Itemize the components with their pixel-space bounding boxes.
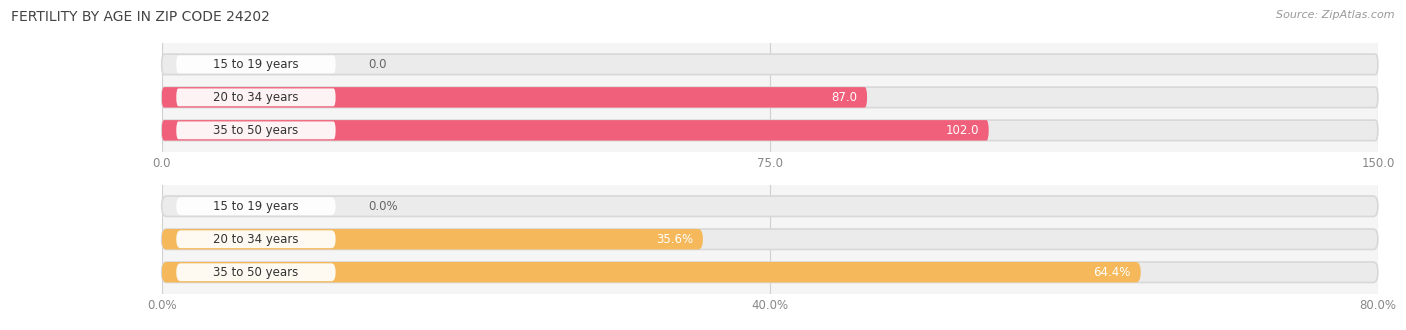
Text: 64.4%: 64.4%	[1094, 266, 1130, 279]
FancyBboxPatch shape	[176, 230, 336, 248]
FancyBboxPatch shape	[162, 87, 1378, 108]
FancyBboxPatch shape	[176, 88, 336, 106]
Text: 35 to 50 years: 35 to 50 years	[214, 124, 298, 137]
Text: FERTILITY BY AGE IN ZIP CODE 24202: FERTILITY BY AGE IN ZIP CODE 24202	[11, 10, 270, 24]
Text: Source: ZipAtlas.com: Source: ZipAtlas.com	[1277, 10, 1395, 20]
FancyBboxPatch shape	[176, 263, 336, 281]
FancyBboxPatch shape	[162, 120, 988, 141]
FancyBboxPatch shape	[162, 120, 1378, 141]
Text: 0.0: 0.0	[368, 58, 387, 71]
FancyBboxPatch shape	[162, 196, 1378, 216]
FancyBboxPatch shape	[176, 197, 336, 215]
Text: 87.0: 87.0	[831, 91, 858, 104]
Text: 102.0: 102.0	[945, 124, 979, 137]
FancyBboxPatch shape	[162, 262, 1140, 282]
Text: 15 to 19 years: 15 to 19 years	[214, 58, 298, 71]
Text: 0.0%: 0.0%	[368, 200, 398, 213]
Text: 20 to 34 years: 20 to 34 years	[214, 233, 298, 246]
Text: 35.6%: 35.6%	[657, 233, 693, 246]
FancyBboxPatch shape	[176, 55, 336, 73]
Text: 35 to 50 years: 35 to 50 years	[214, 266, 298, 279]
Text: 15 to 19 years: 15 to 19 years	[214, 200, 298, 213]
FancyBboxPatch shape	[162, 54, 1378, 75]
FancyBboxPatch shape	[176, 121, 336, 139]
Text: 20 to 34 years: 20 to 34 years	[214, 91, 298, 104]
FancyBboxPatch shape	[162, 229, 1378, 249]
FancyBboxPatch shape	[162, 229, 703, 249]
FancyBboxPatch shape	[162, 262, 1378, 282]
FancyBboxPatch shape	[162, 87, 868, 108]
